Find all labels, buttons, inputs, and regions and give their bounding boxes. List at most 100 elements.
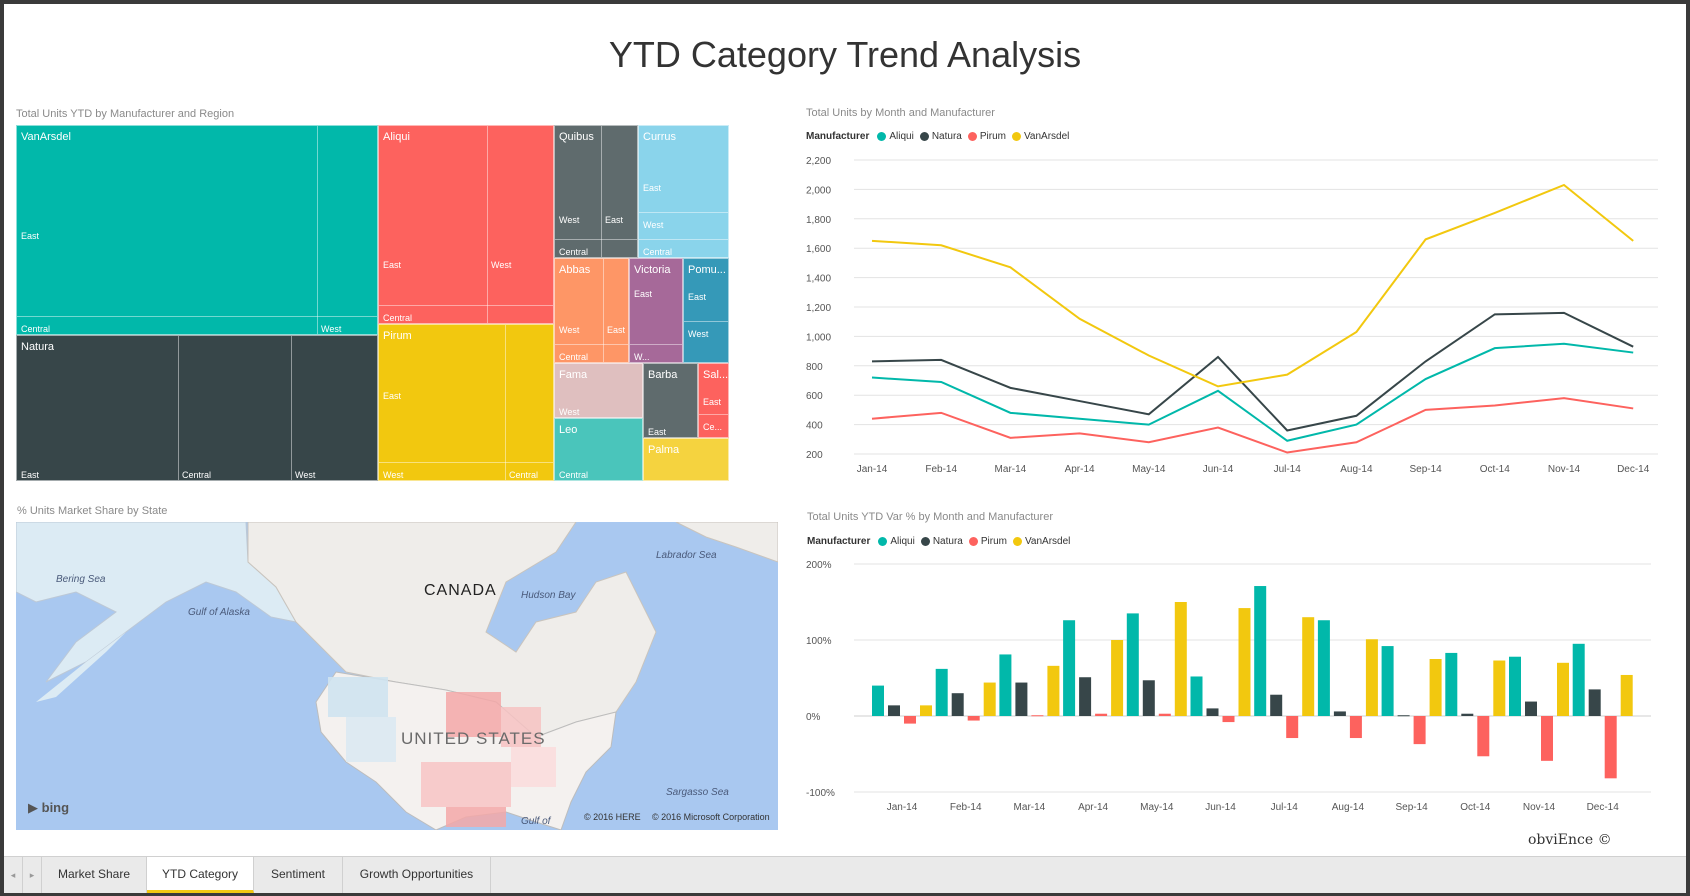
x-tick-label: Sep-14: [1409, 464, 1442, 475]
bar-aliqui: [1190, 676, 1203, 716]
greenland-shape: [675, 522, 778, 563]
y-tick-label: 400: [806, 421, 823, 432]
treemap-cell[interactable]: Pirum East West Central: [378, 324, 554, 481]
legend-item-aliqui[interactable]: Aliqui: [878, 536, 915, 547]
legend-item-pirum[interactable]: Pirum: [968, 536, 1007, 547]
sargasso-sea-label: Sargasso Sea: [666, 787, 729, 798]
treemap-cell-label: Natura: [21, 341, 55, 353]
treemap-region-label: Central: [383, 313, 413, 323]
bar-natura: [1270, 694, 1283, 716]
labrador-sea-label: Labrador Sea: [656, 550, 717, 561]
treemap-cell-label: Fama: [559, 369, 588, 381]
treemap-cell[interactable]: Victoria East W...: [629, 258, 683, 363]
bar-vanarsdel: [1238, 608, 1251, 716]
treemap-cell[interactable]: Leo Central: [554, 418, 643, 481]
treemap-region-label: West: [559, 215, 580, 225]
bar-vanarsdel: [1047, 665, 1060, 716]
y-tick-label: 1,600: [806, 244, 831, 255]
treemap-cell[interactable]: Palma: [643, 438, 729, 481]
gulf-states-shading: [446, 807, 506, 827]
legend-dot: [919, 132, 929, 141]
bering-sea-label: Bering Sea: [56, 574, 106, 585]
bar-pirum: [1222, 716, 1235, 723]
treemap-cell[interactable]: Fama West: [554, 363, 643, 418]
treemap-region-label: West: [688, 329, 709, 339]
treemap-region-label: West: [559, 407, 580, 417]
bar-vanarsdel: [1365, 639, 1378, 716]
x-tick-label: Nov-14: [1523, 802, 1556, 813]
x-tick-label: Mar-14: [1014, 802, 1046, 813]
legend-item-natura[interactable]: Natura: [920, 536, 963, 547]
x-tick-label: Mar-14: [995, 464, 1027, 475]
treemap-region-label: East: [703, 397, 722, 407]
market-share-map[interactable]: Bering Sea Gulf of Alaska Hudson Bay Lab…: [16, 522, 778, 830]
legend-item-aliqui[interactable]: Aliqui: [877, 131, 914, 142]
treemap-cell[interactable]: Quibus West East Central: [554, 125, 638, 258]
bar-natura: [1588, 689, 1601, 716]
tab-next-arrow-icon[interactable]: ▸: [23, 857, 42, 893]
line-chart-legend[interactable]: Manufacturer Aliqui Natura Pirum VanArsd…: [806, 131, 1075, 142]
treemap-cell[interactable]: Currus East West Central: [638, 125, 729, 258]
treemap-cell[interactable]: Natura East Central West: [16, 335, 378, 481]
x-tick-label: Oct-14: [1480, 464, 1510, 475]
tab-ytd-category[interactable]: YTD Category: [147, 857, 254, 893]
treemap-cell[interactable]: Pomu... East West: [683, 258, 729, 363]
treemap-subdivider: [684, 321, 728, 322]
series-line-aliqui: [871, 342, 1634, 442]
tab-growth-opportunities[interactable]: Growth Opportunities: [343, 857, 491, 893]
map-shapes: [16, 522, 778, 830]
tab-sentiment[interactable]: Sentiment: [254, 857, 343, 893]
east-states-shading: [501, 707, 541, 747]
treemap-subdivider: [379, 462, 553, 463]
tab-market-share[interactable]: Market Share: [42, 857, 147, 893]
treemap-cell[interactable]: Abbas West East Central: [554, 258, 629, 363]
x-tick-label: May-14: [1132, 464, 1166, 475]
bar-pirum: [967, 716, 980, 721]
southeast-states-shading: [511, 747, 556, 787]
y-tick-label: 0%: [806, 712, 821, 723]
treemap-cell-label: Palma: [648, 444, 680, 456]
bing-icon: ▶: [28, 800, 38, 815]
legend-dot: [967, 132, 977, 141]
map-attribution-here: © 2016 HERE: [584, 812, 641, 822]
legend-item-natura[interactable]: Natura: [919, 131, 962, 142]
bar-chart-legend[interactable]: Manufacturer Aliqui Natura Pirum VanArsd…: [807, 536, 1076, 547]
legend-item-vanarsdel[interactable]: VanArsdel: [1012, 536, 1070, 547]
x-tick-label: Jul-14: [1274, 464, 1302, 475]
bar-natura: [1525, 701, 1537, 716]
treemap-cell-label: Pirum: [383, 330, 412, 342]
bar-vanarsdel: [1620, 674, 1633, 716]
y-tick-label: -100%: [806, 788, 835, 799]
treemap-cell[interactable]: Barba East: [643, 363, 698, 438]
treemap-region-label: Central: [182, 470, 212, 480]
treemap-cell[interactable]: Sal... East Ce...: [698, 363, 729, 438]
treemap-region-label: West: [559, 325, 580, 335]
line-chart[interactable]: 200 400 600 800 1,000 1,200 1,400 1,600 1,800 2,0…: [806, 144, 1666, 484]
bar-aliqui: [999, 654, 1012, 716]
treemap-region-label: West: [321, 324, 342, 334]
bar-natura: [1142, 680, 1155, 716]
aleutian-shape: [36, 632, 126, 702]
x-tick-label: Jun-14: [1203, 464, 1234, 475]
treemap-region-label: Central: [559, 247, 589, 257]
legend-item-pirum[interactable]: Pirum: [967, 131, 1006, 142]
bar-vanarsdel: [1111, 640, 1124, 716]
southwest-states-shading: [346, 717, 396, 762]
legend-dot: [1011, 132, 1021, 141]
treemap-cell-label: Abbas: [559, 264, 591, 276]
treemap-cell[interactable]: Aliqui East West Central: [378, 125, 554, 324]
treemap-subdivider: [505, 325, 506, 480]
bar-pirum: [1158, 713, 1171, 716]
treemap-cell[interactable]: VanArsdel East Central West: [16, 125, 378, 335]
x-tick-label: Apr-14: [1078, 802, 1108, 813]
x-tick-label: Jul-14: [1271, 802, 1299, 813]
legend-item-vanarsdel[interactable]: VanArsdel: [1011, 131, 1069, 142]
bar-aliqui: [935, 668, 948, 716]
treemap-subdivider: [17, 316, 377, 317]
bar-chart[interactable]: -100% 0% 100% 200% Jan-14 Feb-14 Mar-14 Apr-14 M…: [806, 552, 1666, 822]
y-tick-label: 1,000: [806, 332, 831, 343]
treemap-chart[interactable]: VanArsdel East Central West Natura East Centra…: [16, 125, 778, 481]
treemap-region-label: East: [383, 391, 402, 401]
tab-prev-arrow-icon[interactable]: ◂: [4, 857, 23, 893]
x-tick-label: Jan-14: [857, 464, 888, 475]
